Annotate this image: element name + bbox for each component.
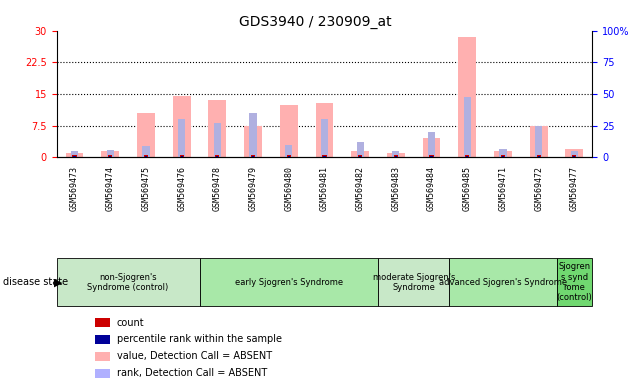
Bar <box>357 142 364 157</box>
Bar <box>94 352 110 361</box>
Bar <box>57 258 200 306</box>
Bar <box>280 104 297 157</box>
Text: GSM569480: GSM569480 <box>284 166 293 211</box>
Bar <box>94 335 110 344</box>
Bar <box>215 155 219 157</box>
Text: moderate Sjogren's
Syndrome: moderate Sjogren's Syndrome <box>372 273 455 292</box>
Text: early Sjogren's Syndrome: early Sjogren's Syndrome <box>235 278 343 287</box>
Bar <box>394 155 398 157</box>
Text: GSM569472: GSM569472 <box>534 166 543 211</box>
Bar <box>571 151 578 157</box>
Text: GSM569484: GSM569484 <box>427 166 436 211</box>
Bar <box>178 119 185 157</box>
Bar <box>537 156 540 157</box>
Bar <box>535 126 542 157</box>
Bar <box>288 156 290 157</box>
Bar <box>145 156 147 157</box>
Bar <box>494 151 512 157</box>
Bar <box>466 156 468 157</box>
Text: advanced Sjogren's Syndrome: advanced Sjogren's Syndrome <box>439 278 567 287</box>
Bar <box>423 139 440 157</box>
Bar <box>287 155 291 157</box>
Text: GSM569471: GSM569471 <box>498 166 507 211</box>
Bar <box>392 151 399 157</box>
Bar <box>101 151 119 157</box>
Bar <box>142 146 149 157</box>
Text: GSM569474: GSM569474 <box>106 166 115 211</box>
Bar <box>501 155 505 157</box>
Bar <box>181 156 183 157</box>
Bar <box>72 155 77 157</box>
Bar <box>573 156 575 157</box>
Bar <box>378 258 449 306</box>
Bar <box>137 113 155 157</box>
Bar <box>249 113 256 157</box>
Bar <box>209 101 226 157</box>
Bar <box>465 155 469 157</box>
Text: GDS3940 / 230909_at: GDS3940 / 230909_at <box>239 15 391 29</box>
Bar <box>106 150 114 157</box>
Bar <box>464 97 471 157</box>
Bar <box>428 132 435 157</box>
Bar <box>251 155 255 157</box>
Bar <box>556 258 592 306</box>
Bar <box>109 156 112 157</box>
Text: ▶: ▶ <box>54 277 62 287</box>
Text: non-Sjogren's
Syndrome (control): non-Sjogren's Syndrome (control) <box>88 273 169 292</box>
Text: GSM569476: GSM569476 <box>177 166 186 211</box>
Text: Sjogren
s synd
rome
(control): Sjogren s synd rome (control) <box>556 262 592 302</box>
Bar <box>244 126 262 157</box>
Bar <box>358 155 362 157</box>
Text: GSM569485: GSM569485 <box>463 166 472 211</box>
Bar <box>537 155 541 157</box>
Bar <box>351 151 369 157</box>
Bar <box>387 153 404 157</box>
Bar <box>449 258 556 306</box>
Bar <box>430 156 433 157</box>
Bar <box>180 155 184 157</box>
Bar <box>200 258 378 306</box>
Bar <box>321 119 328 157</box>
Bar <box>252 156 254 157</box>
Text: GSM569481: GSM569481 <box>320 166 329 211</box>
Text: GSM569475: GSM569475 <box>142 166 151 211</box>
Bar <box>94 318 110 327</box>
Bar <box>316 103 333 157</box>
Bar <box>94 369 110 378</box>
Bar <box>323 155 326 157</box>
Bar <box>214 123 221 157</box>
Text: GSM569477: GSM569477 <box>570 166 579 211</box>
Bar <box>359 156 361 157</box>
Text: count: count <box>117 318 144 328</box>
Bar <box>500 149 507 157</box>
Bar <box>66 153 83 157</box>
Bar <box>565 149 583 157</box>
Bar <box>71 151 78 157</box>
Text: GSM569483: GSM569483 <box>391 166 400 211</box>
Bar <box>430 155 433 157</box>
Text: GSM569482: GSM569482 <box>356 166 365 211</box>
Bar <box>458 37 476 157</box>
Bar <box>108 155 112 157</box>
Bar <box>502 156 504 157</box>
Text: GSM569479: GSM569479 <box>249 166 258 211</box>
Text: disease state: disease state <box>3 277 68 287</box>
Text: percentile rank within the sample: percentile rank within the sample <box>117 334 282 344</box>
Text: rank, Detection Call = ABSENT: rank, Detection Call = ABSENT <box>117 368 266 378</box>
Bar <box>74 156 76 157</box>
Text: GSM569478: GSM569478 <box>213 166 222 211</box>
Bar <box>285 145 292 157</box>
Text: value, Detection Call = ABSENT: value, Detection Call = ABSENT <box>117 351 272 361</box>
Bar <box>216 156 219 157</box>
Bar <box>572 155 576 157</box>
Bar <box>530 126 547 157</box>
Bar <box>395 156 397 157</box>
Bar <box>323 156 326 157</box>
Bar <box>173 96 190 157</box>
Bar <box>144 155 148 157</box>
Text: GSM569473: GSM569473 <box>70 166 79 211</box>
